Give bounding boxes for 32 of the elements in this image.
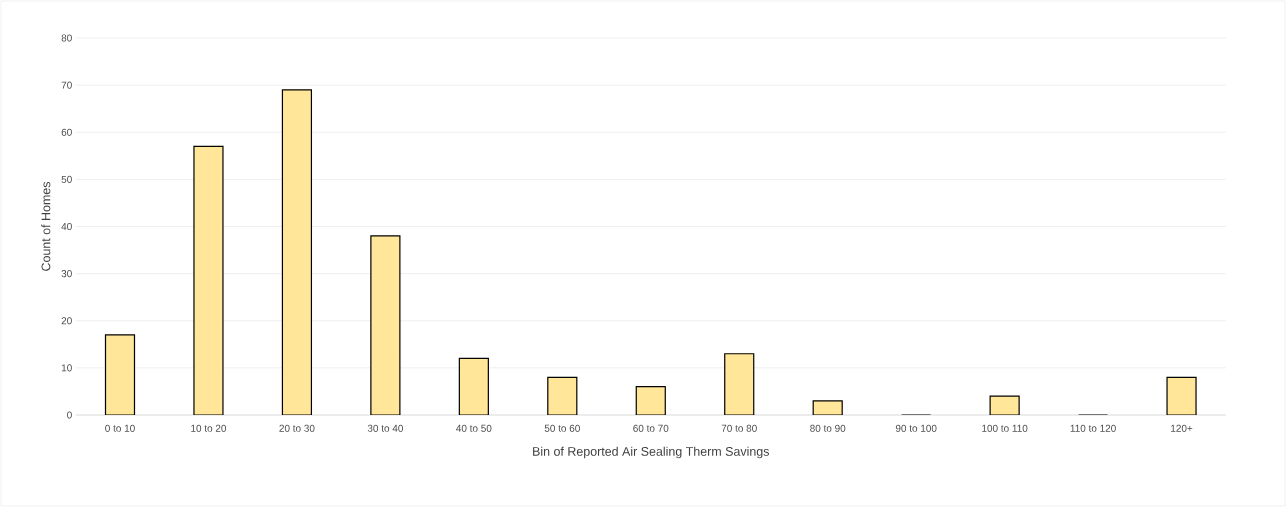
x-tick-label: 10 to 20 [191, 424, 227, 432]
bar [547, 376, 578, 415]
x-tick-label: 120+ [1171, 424, 1193, 432]
y-tick-label: 10 [61, 364, 72, 372]
x-tick-label: 30 to 40 [367, 424, 403, 432]
bar [724, 353, 755, 415]
y-tick-label: 60 [61, 128, 72, 136]
y-tick-label: 0 [67, 411, 72, 419]
x-tick-label: 0 to 10 [105, 424, 135, 432]
bar [193, 145, 224, 415]
y-axis-title: Count of Homes [41, 181, 51, 271]
bar [281, 89, 313, 415]
x-tick-label: 70 to 80 [721, 424, 757, 432]
bar [104, 334, 136, 415]
y-tick-label: 50 [61, 175, 72, 183]
x-axis-title: Bin of Reported Air Sealing Therm Savings [533, 446, 769, 459]
x-tick-label: 100 to 110 [982, 424, 1028, 432]
y-tick-label: 20 [61, 317, 72, 325]
x-tick-label: 40 to 50 [456, 424, 492, 432]
y-tick-label: 80 [61, 34, 72, 42]
x-tick-label: 50 to 60 [544, 424, 580, 432]
y-tick-label: 30 [61, 270, 72, 278]
x-tick-label: 80 to 90 [810, 424, 846, 432]
bar [458, 357, 489, 415]
bar [370, 235, 401, 415]
y-tick-label: 40 [61, 222, 72, 231]
x-tick-label: 110 to 120 [1070, 424, 1116, 432]
bar [635, 386, 666, 415]
x-tick-label: 90 to 100 [895, 424, 937, 432]
y-tick-label: 70 [61, 81, 72, 89]
x-tick-label: 20 to 30 [279, 424, 315, 432]
x-tick-label: 60 to 70 [633, 424, 669, 432]
